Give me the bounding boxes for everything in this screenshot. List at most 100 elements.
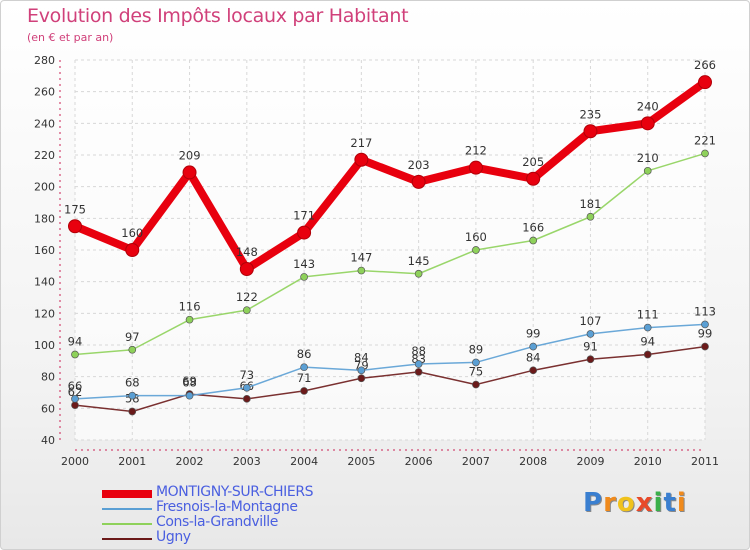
data-point <box>354 152 369 167</box>
data-point <box>529 236 538 245</box>
data-point <box>300 273 308 281</box>
data-label: 266 <box>694 58 716 72</box>
x-tick-label: 2005 <box>347 455 375 468</box>
data-label: 66 <box>68 379 83 393</box>
data-point <box>586 212 595 221</box>
data-label: 99 <box>698 327 713 341</box>
y-tick-label: 200 <box>34 181 55 194</box>
logo-letter: i <box>653 488 664 518</box>
data-point <box>414 269 423 278</box>
data-point <box>68 219 82 234</box>
data-point <box>357 366 366 375</box>
data-label: 68 <box>182 376 197 390</box>
data-point <box>71 394 79 403</box>
data-label: 79 <box>354 358 369 372</box>
y-tick-label: 240 <box>34 117 55 130</box>
series-line-0 <box>71 78 709 273</box>
data-label: 175 <box>64 202 86 216</box>
data-point <box>701 149 709 158</box>
data-label: 160 <box>121 226 143 240</box>
data-point <box>472 380 480 389</box>
data-point <box>472 246 480 254</box>
data-point <box>300 387 308 395</box>
data-point <box>357 266 366 275</box>
data-label: 107 <box>579 314 601 328</box>
data-label: 210 <box>637 151 659 165</box>
data-label: 99 <box>526 327 541 341</box>
logo-letter: i <box>676 488 687 518</box>
data-point <box>300 363 308 372</box>
data-label: 147 <box>350 251 372 265</box>
logo-letter: o <box>616 488 636 518</box>
legend-swatch <box>102 538 152 540</box>
data-point <box>414 368 423 376</box>
data-point <box>414 360 423 368</box>
logo-letter: t <box>663 488 677 518</box>
data-point <box>125 243 140 257</box>
data-point <box>583 124 598 139</box>
data-label: 148 <box>236 245 258 259</box>
legend-swatch <box>102 523 152 525</box>
x-tick-label: 2011 <box>691 455 719 468</box>
y-tick-label: 100 <box>34 339 55 352</box>
data-point <box>526 171 541 186</box>
data-point <box>185 315 194 324</box>
data-label: 221 <box>694 133 716 147</box>
chart-title: Evolution des Impôts locaux par Habitant <box>27 5 409 27</box>
data-label: 91 <box>583 339 598 353</box>
x-tick-label: 2001 <box>118 455 146 468</box>
y-tick-label: 160 <box>34 244 55 257</box>
y-tick-label: 280 <box>34 54 55 67</box>
data-label: 116 <box>179 300 201 314</box>
data-point <box>586 355 595 364</box>
data-label: 84 <box>354 350 369 364</box>
y-tick-label: 140 <box>34 276 55 289</box>
data-label: 97 <box>125 330 140 344</box>
data-point <box>239 262 254 276</box>
x-tick-label: 2004 <box>290 455 318 468</box>
data-label: 160 <box>465 230 487 244</box>
data-label: 94 <box>68 335 83 349</box>
logo-letter: P <box>583 488 604 518</box>
data-point <box>182 165 197 180</box>
legend-label: MONTIGNY-SUR-CHIERS <box>156 484 314 500</box>
data-point <box>185 391 194 400</box>
data-point <box>529 366 538 375</box>
y-tick-label: 260 <box>34 86 55 99</box>
data-label: 71 <box>297 371 312 385</box>
logo-letter: x <box>635 488 654 518</box>
data-label: 89 <box>469 342 484 356</box>
data-point <box>698 75 712 90</box>
data-point <box>643 323 652 332</box>
y-tick-label: 180 <box>34 212 55 225</box>
data-point <box>71 401 79 410</box>
data-point <box>586 330 595 338</box>
x-tick-label: 2003 <box>233 455 261 468</box>
x-tick-label: 2008 <box>519 455 547 468</box>
x-tick-label: 2006 <box>405 455 433 468</box>
data-label: 145 <box>408 254 430 268</box>
data-label: 111 <box>637 308 659 322</box>
x-tick-label: 2002 <box>176 455 204 468</box>
series-line-1 <box>74 323 706 400</box>
data-point <box>529 342 538 351</box>
data-label: 68 <box>125 376 140 390</box>
data-point <box>128 407 137 416</box>
data-point <box>242 394 251 403</box>
data-point <box>71 350 79 359</box>
x-tick-label: 2010 <box>634 455 662 468</box>
data-label: 166 <box>522 221 544 235</box>
data-label: 235 <box>579 107 601 121</box>
data-label: 113 <box>694 304 716 318</box>
data-label: 209 <box>179 148 201 162</box>
data-label: 205 <box>522 155 544 169</box>
data-label: 181 <box>579 197 601 211</box>
data-point <box>128 345 137 354</box>
series-line-3 <box>74 345 706 413</box>
y-tick-label: 80 <box>41 371 55 384</box>
series-line-2 <box>74 152 706 356</box>
data-label: 69 <box>182 374 197 388</box>
data-point <box>701 320 709 329</box>
chart-subtitle: (en € et par an) <box>27 31 114 44</box>
